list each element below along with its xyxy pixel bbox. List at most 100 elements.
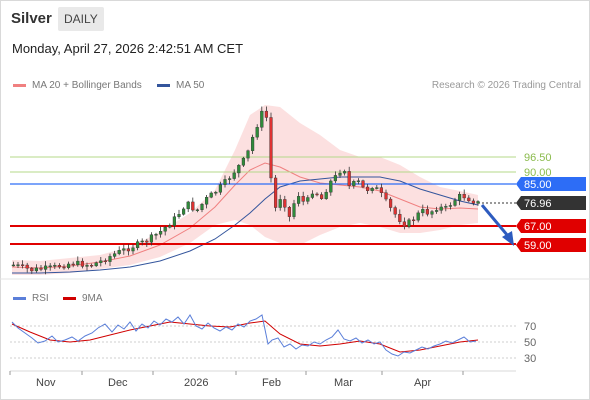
- candle-body: [89, 264, 94, 267]
- rsi-level-70: 70: [524, 321, 536, 333]
- rsi-level-30: 30: [524, 353, 536, 365]
- candle-body: [214, 192, 218, 194]
- candle-body: [186, 201, 190, 210]
- level-tag-59-00-text: 59.00: [524, 240, 552, 252]
- x-label-feb: Feb: [262, 377, 281, 389]
- level-tag-85-00: 85.00: [516, 177, 586, 191]
- level-tag-59-00: 59.00: [516, 238, 586, 252]
- candle-body: [306, 197, 310, 202]
- candle-body: [177, 214, 181, 217]
- candle-body: [366, 186, 370, 191]
- candle-body: [462, 193, 466, 199]
- candle-body: [135, 241, 140, 249]
- candle-body: [250, 136, 255, 151]
- candle-body: [287, 207, 291, 217]
- level-tag-67-00-text: 67.00: [524, 221, 552, 233]
- candle-body: [448, 205, 452, 207]
- chart-header: Silver DAILY: [0, 0, 590, 34]
- x-label-nov: Nov: [36, 377, 56, 389]
- candle-body: [66, 263, 71, 268]
- candle-body: [384, 192, 388, 200]
- candle-body: [99, 260, 103, 263]
- level-tag-96-50-text: 96.50: [524, 152, 552, 164]
- candle-body: [453, 200, 457, 206]
- candle-body: [471, 200, 475, 204]
- timeframe-badge[interactable]: DAILY: [58, 7, 104, 31]
- candle-body: [389, 198, 393, 208]
- candle-body: [338, 172, 342, 176]
- candle-body: [476, 201, 480, 204]
- candle-body: [16, 264, 20, 266]
- legend-rsi-label: RSI: [32, 293, 49, 304]
- forecast-arrow-head-icon: [502, 231, 514, 246]
- candle-body: [62, 266, 66, 269]
- candle-body: [34, 267, 38, 272]
- candle-body: [126, 248, 130, 252]
- x-label-dec: Dec: [108, 377, 128, 389]
- candle-body: [57, 265, 61, 268]
- candle-body: [11, 264, 15, 267]
- last-price-text: 76.96: [524, 198, 552, 210]
- x-label-mar: Mar: [334, 377, 353, 389]
- candle-body: [39, 267, 43, 270]
- candle-body: [140, 240, 144, 243]
- candle-body: [269, 117, 273, 179]
- datetime-label: Monday, April 27, 2026 2:42:51 AM CET: [12, 41, 244, 56]
- candle-body: [163, 227, 167, 232]
- candle-body: [241, 157, 245, 166]
- legend-bollinger-label: MA 20 + Bollinger Bands: [32, 80, 142, 91]
- candle-body: [361, 180, 365, 188]
- candle-body: [195, 209, 199, 211]
- candle-body: [181, 208, 186, 215]
- candle-body: [375, 187, 379, 189]
- candle-body: [439, 206, 443, 211]
- bollinger-band: [12, 105, 478, 275]
- candle-body: [352, 181, 356, 186]
- rsi-chart: 70 50 30 Nov Dec 2026 Feb Mar Apr: [9, 314, 536, 389]
- candle-body: [278, 199, 282, 208]
- candle-body: [458, 193, 462, 201]
- level-tag-90-00: 90.00: [524, 167, 552, 179]
- candle-body: [154, 234, 158, 236]
- legend-9ma: 9MA: [63, 293, 103, 304]
- price-chart: 96.50 90.00 85.00 76.96 67.00 59.00: [0, 105, 590, 280]
- legend-ma50-label: MA 50: [176, 80, 205, 91]
- candle-body: [53, 265, 57, 267]
- candle-body: [310, 193, 314, 198]
- rsi-ma-line: [11, 320, 479, 353]
- level-tag-90-00-text: 90.00: [524, 167, 552, 179]
- candle-body: [131, 247, 135, 252]
- symbol-title: Silver: [11, 10, 52, 27]
- x-axis-ticks: [9, 371, 464, 375]
- candle-body: [94, 262, 98, 267]
- legend-rsi: RSI: [13, 293, 49, 304]
- candle-body: [48, 265, 52, 268]
- x-label-apr: Apr: [414, 377, 431, 389]
- candle-body: [30, 268, 34, 272]
- candle-body: [297, 196, 301, 204]
- level-tag-67-00: 67.00: [516, 219, 586, 233]
- candle-body: [430, 211, 434, 215]
- candle-body: [44, 265, 48, 270]
- candle-body: [301, 196, 305, 202]
- candle-body: [416, 212, 420, 221]
- candle-body: [292, 203, 296, 217]
- candle-body: [421, 209, 425, 214]
- candle-body: [407, 219, 411, 227]
- candle-body: [209, 192, 213, 198]
- last-price-tag: 76.96: [516, 196, 586, 210]
- candle-body: [149, 234, 153, 243]
- candle-body: [324, 191, 328, 199]
- ma50-swatch-icon: [157, 83, 170, 87]
- candle-body: [204, 197, 209, 205]
- candle-body: [379, 187, 383, 193]
- candle-body: [25, 264, 29, 269]
- candle-body: [398, 214, 402, 222]
- candle-body: [122, 248, 126, 251]
- candle-body: [85, 264, 89, 267]
- candle-body: [260, 110, 264, 128]
- candle-body: [347, 171, 351, 186]
- candle-body: [223, 179, 227, 185]
- candle-body: [200, 204, 204, 210]
- candle-body: [343, 171, 347, 174]
